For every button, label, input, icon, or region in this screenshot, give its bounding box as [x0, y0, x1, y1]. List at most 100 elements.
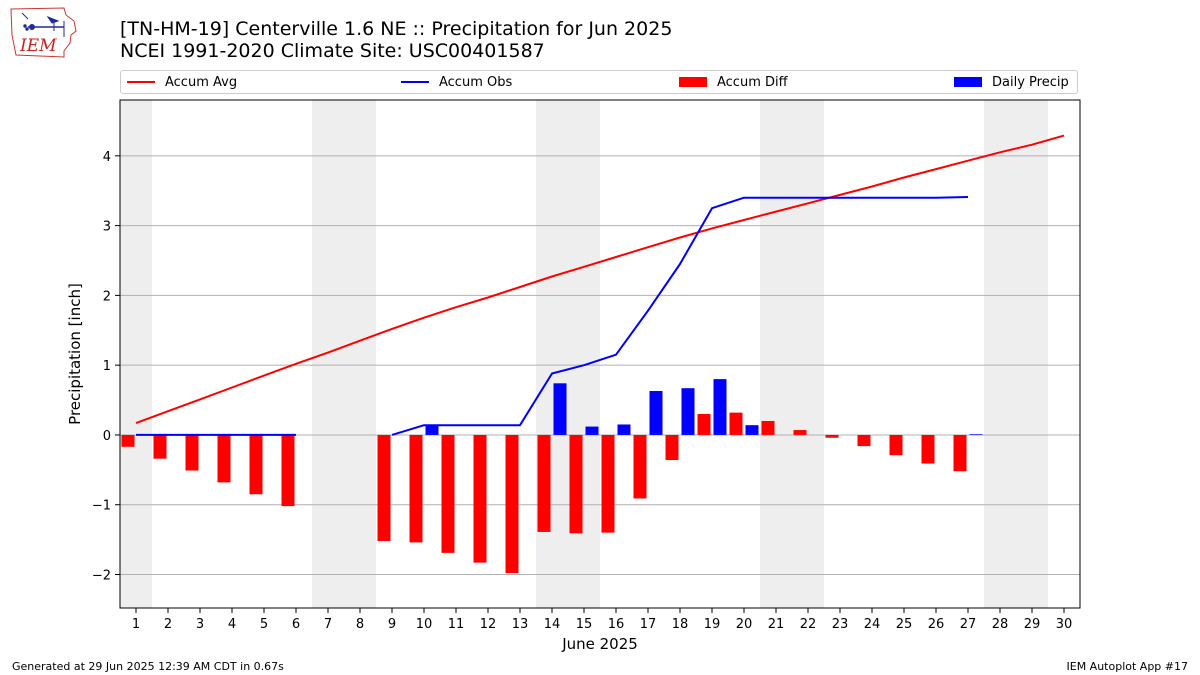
x-tick-label: 10	[416, 617, 433, 632]
x-tick-label: 18	[672, 617, 689, 632]
x-tick-label: 19	[704, 617, 721, 632]
daily-precip-bar	[585, 426, 599, 435]
accum-diff-bar	[857, 434, 871, 447]
accum-diff-bar	[697, 414, 711, 435]
legend-swatch-line	[401, 80, 429, 83]
accum-diff-bar	[441, 434, 455, 553]
accum-diff-bar	[921, 434, 935, 464]
legend-label: Daily Precip	[992, 75, 1069, 90]
footer-generated: Generated at 29 Jun 2025 12:39 AM CDT in…	[12, 660, 284, 673]
accum-diff-bar	[377, 434, 391, 542]
accum-diff-bar	[665, 434, 679, 461]
weekend-shade	[984, 100, 1048, 608]
x-tick-label: 15	[576, 617, 593, 632]
x-tick-label: 13	[512, 617, 529, 632]
daily-precip-bar	[649, 390, 663, 435]
accum-obs-line	[136, 196, 969, 436]
x-tick-label: 24	[864, 617, 881, 632]
x-tick-label: 29	[1024, 617, 1041, 632]
x-tick-label: 23	[832, 617, 849, 632]
accum-diff-bar	[217, 434, 231, 483]
accum-diff-bar	[185, 434, 199, 471]
x-tick-label: 14	[544, 617, 561, 632]
chart-subtitle: NCEI 1991-2020 Climate Site: USC00401587	[120, 40, 545, 62]
iowa-outline-icon	[10, 7, 77, 58]
daily-precip-bar	[713, 379, 727, 435]
daily-precip-bar	[617, 424, 631, 435]
y-tick-label: 3	[103, 220, 111, 235]
y-tick-label: 1	[103, 359, 111, 374]
accum-diff-bar	[953, 434, 967, 472]
y-tick-label: −1	[92, 499, 111, 514]
x-tick-label: 11	[448, 617, 465, 632]
x-tick-label: 7	[324, 617, 332, 632]
y-tick-label: 2	[103, 289, 111, 304]
accum-diff-bar	[761, 420, 775, 435]
legend-item-daily-precip: Daily Precip	[954, 74, 1069, 92]
weather-instruments-icon	[21, 12, 65, 37]
weekend-shade	[120, 100, 152, 608]
accum-diff-bar	[729, 412, 743, 435]
legend: Accum Avg Accum Obs Accum Diff Daily Pre…	[120, 70, 1078, 94]
x-tick-label: 1	[132, 617, 140, 632]
daily-precip-bar	[425, 425, 439, 435]
accum-diff-bar	[249, 434, 263, 495]
x-tick-label: 17	[640, 617, 657, 632]
x-tick-label: 20	[736, 617, 753, 632]
accum-diff-bar	[505, 434, 519, 574]
legend-item-accum-diff: Accum Diff	[679, 74, 788, 92]
x-tick-label: 28	[992, 617, 1009, 632]
accum-diff-bar	[633, 434, 647, 499]
chart-title: [TN-HM-19] Centerville 1.6 NE :: Precipi…	[120, 18, 673, 40]
x-tick-label: 26	[928, 617, 945, 632]
accum-diff-bar	[537, 434, 551, 532]
x-tick-label: 6	[292, 617, 300, 632]
daily-precip-bar	[969, 434, 983, 435]
accum-diff-bar	[569, 434, 583, 534]
legend-swatch-box	[954, 76, 982, 87]
legend-swatch-line	[127, 80, 155, 83]
x-tick-label: 4	[228, 617, 236, 632]
footer-app: IEM Autoplot App #17	[1066, 660, 1189, 673]
x-tick-label: 3	[196, 617, 204, 632]
accum-diff-bar	[889, 434, 903, 456]
legend-label: Accum Diff	[717, 75, 788, 90]
accum-diff-bar	[601, 434, 615, 533]
y-tick-label: 0	[103, 429, 111, 444]
legend-label: Accum Avg	[165, 75, 238, 90]
daily-precip-bar	[681, 388, 695, 435]
x-tick-label: 27	[960, 617, 977, 632]
legend-item-accum-obs: Accum Obs	[401, 74, 512, 92]
accum-diff-bar	[153, 434, 167, 459]
y-tick-label: −2	[92, 569, 111, 584]
legend-label: Accum Obs	[439, 75, 513, 90]
x-tick-label: 12	[480, 617, 497, 632]
legend-item-accum-avg: Accum Avg	[127, 74, 237, 92]
logo-text: IEM	[19, 36, 57, 56]
y-axis-label: Precipitation [inch]	[66, 283, 84, 425]
x-tick-label: 9	[388, 617, 396, 632]
x-tick-label: 8	[356, 617, 364, 632]
x-axis-label: June 2025	[561, 635, 638, 653]
y-tick-label: 4	[103, 150, 111, 165]
daily-precip-bar	[745, 425, 759, 435]
accum-diff-bar	[473, 434, 487, 563]
daily-precip-bar	[553, 383, 567, 435]
accum-diff-bar	[121, 434, 135, 447]
x-tick-label: 25	[896, 617, 913, 632]
x-tick-label: 2	[164, 617, 172, 632]
plot-frame	[119, 99, 1081, 609]
legend-swatch-box	[679, 76, 707, 87]
accum-avg-line	[135, 134, 1065, 425]
weekend-shade	[760, 100, 824, 608]
x-tick-label: 5	[260, 617, 268, 632]
accum-diff-bar	[793, 430, 807, 435]
x-tick-label: 21	[768, 617, 785, 632]
iem-logo: IEM	[10, 7, 77, 58]
accum-diff-bar	[825, 434, 839, 438]
x-tick-label: 22	[800, 617, 817, 632]
accum-diff-bar	[409, 434, 423, 543]
accum-diff-bar	[281, 434, 295, 507]
x-tick-label: 16	[608, 617, 625, 632]
